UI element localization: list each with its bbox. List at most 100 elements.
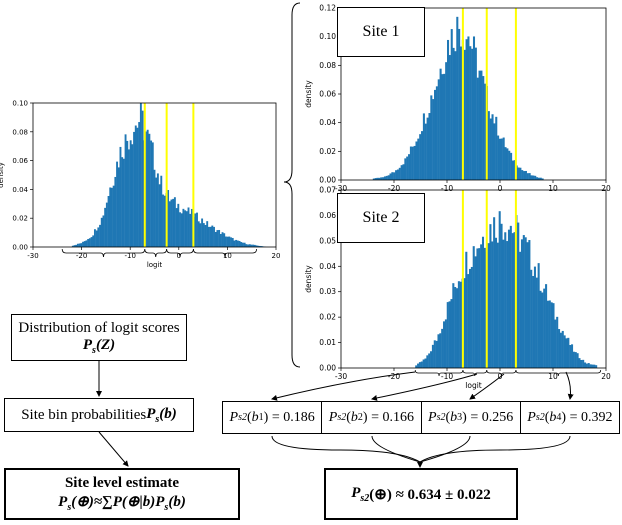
histogram-bars	[415, 211, 598, 368]
histogram-bar	[431, 344, 434, 368]
histogram-bar	[523, 171, 526, 180]
y-tick-label: 0.01	[319, 338, 336, 347]
histogram-bar	[535, 277, 538, 368]
histogram-bar	[546, 300, 549, 368]
x-tick-label: 10	[548, 184, 558, 193]
histogram-bar	[160, 175, 163, 247]
histogram-bar	[517, 167, 520, 180]
histogram-bar	[443, 321, 446, 368]
histogram-bar	[426, 117, 429, 180]
histogram-bar	[177, 203, 180, 247]
histogram-bar	[584, 362, 587, 368]
histogram-bar	[487, 243, 490, 368]
x-tick-label: -10	[441, 372, 453, 381]
histogram-bar	[190, 208, 193, 247]
histogram-bar	[206, 221, 209, 247]
histogram-bar	[105, 202, 108, 247]
bin-brace	[61, 248, 146, 258]
histogram-bar	[476, 77, 479, 180]
histogram-bar	[85, 240, 88, 247]
histogram-bar	[252, 244, 255, 247]
bin-brace	[414, 369, 464, 377]
x-tick-label: -30	[27, 252, 38, 260]
histogram-bar	[502, 239, 505, 368]
histogram-bar	[78, 243, 81, 247]
histogram-bar	[471, 48, 474, 180]
y-axis-label: density	[304, 80, 313, 108]
histogram-bar	[83, 241, 86, 247]
histogram-bars	[372, 16, 544, 181]
histogram-bar	[465, 39, 468, 180]
y-axis-label: density	[0, 162, 5, 188]
x-tick-label: 10	[223, 252, 232, 260]
histogram-bar	[104, 207, 107, 247]
histogram-bar	[372, 178, 375, 180]
site1-histogram: -30 -20 -10 0 10 20 0.00 0.02 0.04 0.06 0.08 0.10 0.…	[304, 4, 611, 194]
histogram-bar	[428, 113, 431, 180]
histogram-bar	[502, 137, 505, 180]
histogram-bar	[260, 246, 263, 247]
histogram-bar	[507, 229, 511, 368]
histogram-bar	[500, 223, 503, 368]
histogram-bar	[493, 217, 496, 368]
histogram-bar	[552, 303, 555, 368]
histogram-bar	[526, 242, 529, 368]
x-tick-label: 0	[498, 184, 503, 193]
histogram-bar	[116, 161, 119, 247]
histogram-bar	[216, 230, 219, 247]
histogram-bar	[391, 172, 394, 180]
histogram-bar	[480, 70, 483, 180]
histogram-bar	[454, 51, 457, 180]
histogram-bar	[452, 47, 455, 180]
histogram-bar	[424, 358, 427, 368]
histogram-bar	[383, 176, 386, 180]
histogram-bar	[450, 29, 453, 180]
histogram-bar	[482, 76, 485, 180]
histogram-bar	[530, 175, 533, 180]
y-tick-label: 0.10	[319, 32, 336, 41]
histogram-bar	[519, 251, 522, 368]
y-tick-label: 0.02	[319, 147, 336, 156]
bin-brace	[192, 248, 257, 258]
histogram-bar	[417, 138, 420, 180]
histogram-bar	[489, 224, 492, 368]
histogram-bar	[411, 146, 414, 180]
histogram-bar	[478, 70, 481, 180]
histogram-bar	[82, 241, 84, 247]
histogram-bar	[433, 340, 436, 368]
histogram-bar	[487, 111, 490, 180]
histogram-bar	[520, 239, 523, 368]
histogram-bar	[448, 55, 451, 181]
histogram-bar	[184, 210, 187, 247]
histogram-bar	[241, 242, 244, 247]
histogram-bar	[494, 237, 498, 368]
histogram-bar	[95, 230, 98, 247]
histogram-bar	[126, 140, 129, 247]
histogram-bar	[131, 144, 134, 247]
histogram-bar	[441, 328, 444, 368]
histogram-bar	[90, 237, 93, 247]
histogram-bar	[146, 129, 149, 247]
x-tick-label: 20	[272, 252, 281, 260]
histogram-bar	[402, 164, 405, 180]
y-tick-label: 0.00	[319, 176, 336, 185]
histogram-bar	[382, 177, 385, 180]
histogram-bar	[498, 138, 501, 180]
histogram-bar	[194, 213, 197, 247]
plot-frame	[340, 189, 607, 369]
plot-frame	[32, 102, 277, 248]
site2-histogram: -30 -20 -10 0 10 20 0.00 0.01 0.02 0.03 0.04 0.05 0.…	[304, 186, 611, 391]
histogram-bar	[582, 359, 585, 368]
histogram-bar	[250, 244, 253, 247]
histogram-bar	[439, 68, 442, 180]
histogram-bar	[459, 281, 462, 368]
histogram-bar	[393, 172, 396, 180]
y-tick-label: 0.10	[12, 100, 28, 108]
histogram-bar	[574, 352, 577, 368]
histogram-bar	[576, 353, 579, 368]
histogram-bar	[545, 284, 548, 368]
histogram-bar	[445, 62, 448, 180]
